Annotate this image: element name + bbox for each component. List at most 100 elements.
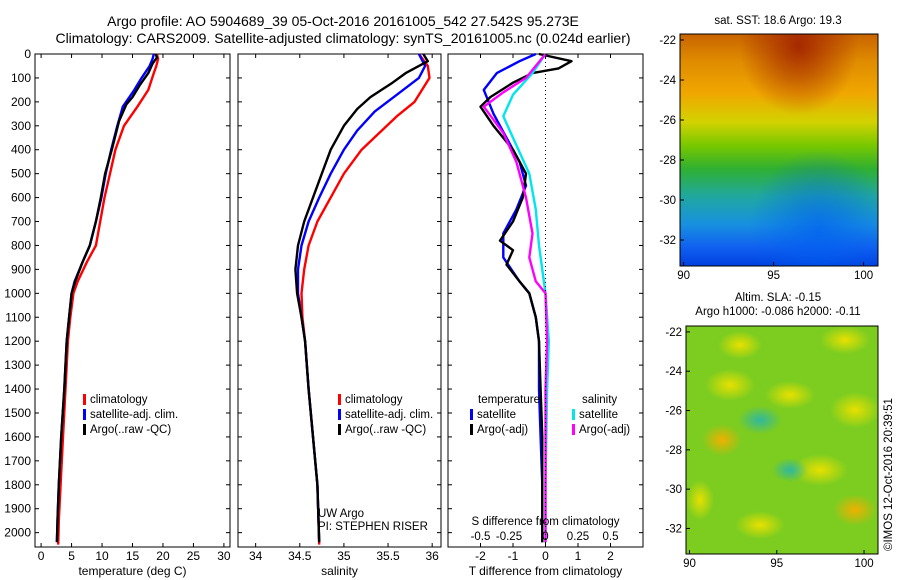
- y-tick-label: 100: [11, 71, 31, 85]
- map-y-tick-label: -28: [659, 155, 676, 167]
- salinity-panel: 34 34.5 35 35.5 36 salinity climatology satelli…: [237, 53, 442, 578]
- y-tick-label: 1000: [4, 286, 31, 300]
- y-tick-label: 1500: [4, 406, 31, 420]
- y-tick-label: 1700: [4, 454, 31, 468]
- y-tick-label: 700: [11, 215, 31, 229]
- map-y-tick-label: -24: [665, 366, 682, 378]
- map-y-tick-label: -22: [659, 35, 676, 47]
- map-y-tick-label: -30: [659, 195, 676, 207]
- legend-swatch: [572, 409, 575, 420]
- x-tick-label: -1: [508, 549, 519, 563]
- legend-swatch: [83, 409, 86, 420]
- legend-header: salinity: [582, 394, 617, 406]
- footer-stamp: ©IMOS 12-Oct-2016 20:39:51: [883, 398, 895, 551]
- header-line-2: Climatology: CARS2009. Satellite-adjuste…: [55, 30, 630, 46]
- sla-map-blob: [772, 458, 808, 482]
- sla-map-title: Altim. SLA: -0.15: [735, 292, 821, 304]
- sst-map-frame: [679, 33, 879, 267]
- map-x-tick-label: 100: [854, 558, 873, 570]
- map-y-tick-label: -22: [665, 327, 682, 339]
- map-y-tick-label: -30: [665, 484, 682, 496]
- sst-map-blue-spot: [680, 34, 878, 266]
- x-tick-label: 2: [607, 549, 614, 563]
- legend-swatch: [83, 424, 86, 435]
- sst-map: sat. SST: 18.6 Argo: 19.3: [679, 15, 879, 267]
- legend-header: temperature: [478, 394, 540, 406]
- y-tick-label: 900: [11, 262, 31, 276]
- salinity-frame: [237, 53, 442, 548]
- x-tick-label: 36: [425, 549, 439, 563]
- sla-map-axes: 90 95 100 -22 -24 -26 -28 -30 -32: [665, 327, 873, 570]
- map-y-tick-label: -24: [659, 75, 676, 87]
- temperature-series-2: [55, 53, 159, 543]
- differences-series-3: [482, 53, 549, 543]
- differences-series-0: [482, 52, 544, 543]
- y-tick-label: 400: [11, 143, 31, 157]
- legend-swatch: [338, 409, 341, 420]
- profile-panels: 0100200300400500600700800900100011001200…: [4, 47, 644, 578]
- differences-panel: -2 -1 0 1 2T difference from climatology S di…: [447, 52, 644, 578]
- x-tick-label: 1: [575, 549, 582, 563]
- x-tick-label: 35.5: [376, 549, 400, 563]
- annotation-text: UW Argo: [318, 508, 364, 520]
- sla-map-blob: [820, 326, 870, 354]
- sla-map-blob: [718, 331, 762, 359]
- sla-map-frame: [685, 325, 879, 555]
- y-tick-label: 500: [11, 167, 31, 181]
- x-tick-label: 15: [126, 549, 140, 563]
- header-line-1: Argo profile: AO 5904689_39 05-Oct-2016 …: [107, 13, 579, 29]
- sla-map-blob: [686, 480, 714, 520]
- map-x-tick-label: 90: [683, 558, 696, 570]
- sla-map-blob: [735, 511, 785, 539]
- s-tick-label: 0.25: [567, 531, 589, 543]
- s-axis-label: S difference from climatology: [471, 516, 619, 528]
- y-tick-label: 0: [24, 47, 31, 61]
- map-y-tick-label: -28: [665, 445, 682, 457]
- legend-label: Argo(..raw -QC): [90, 424, 171, 436]
- y-tick-label: 1900: [4, 502, 31, 516]
- sst-map-title: sat. SST: 18.6 Argo: 19.3: [714, 15, 841, 27]
- legend-swatch: [83, 394, 86, 405]
- x-tick-label: 30: [217, 549, 231, 563]
- s-tick-label: -0.5: [471, 531, 491, 543]
- legend-label: Argo(..raw -QC): [345, 424, 426, 436]
- x-tick-label: 10: [95, 549, 109, 563]
- x-tick-label: 0: [38, 549, 45, 563]
- sla-map-subtitle: Argo h1000: -0.086 h2000: -0.11: [695, 306, 860, 318]
- x-tick-label: 35: [337, 549, 351, 563]
- x-tick-label: 20: [156, 549, 170, 563]
- y-tick-label: 1600: [4, 430, 31, 444]
- y-tick-label: 1300: [4, 358, 31, 372]
- y-tick-label: 2000: [4, 526, 31, 540]
- temperature-frame: [34, 53, 231, 548]
- sst-map-axes: 90 95 100 -22 -24 -26 -28 -30 -32: [659, 35, 873, 282]
- s-tick-label: -0.25: [496, 531, 522, 543]
- legend-swatch: [470, 424, 473, 435]
- sla-map-blob: [792, 454, 848, 486]
- maps: sat. SST: 18.6 Argo: 19.3 Altim. SLA: -0…: [659, 15, 895, 570]
- legend-swatch: [470, 409, 473, 420]
- s-tick-label: 0.5: [603, 531, 619, 543]
- differences-xlabel: T difference from climatology: [469, 564, 623, 578]
- y-tick-label: 1200: [4, 334, 31, 348]
- temperature-xlabel: temperature (deg C): [78, 564, 186, 578]
- legend-label: satellite: [477, 409, 516, 421]
- legend-label: Argo(-adj): [579, 424, 630, 436]
- sla-map-blob: [705, 369, 755, 401]
- map-y-tick-label: -26: [665, 406, 682, 418]
- x-tick-label: 34.5: [288, 549, 312, 563]
- differences-series-2: [502, 53, 550, 543]
- salinity-xlabel: salinity: [321, 564, 358, 578]
- map-x-tick-label: 100: [854, 270, 873, 282]
- sla-map-blob: [765, 381, 815, 409]
- sla-map-blob: [833, 494, 877, 526]
- y-tick-label: 1800: [4, 478, 31, 492]
- legend-label: satellite-adj. clim.: [345, 409, 433, 421]
- sla-map: Altim. SLA: -0.15 Argo h1000: -0.086 h20…: [685, 292, 880, 555]
- x-tick-label: -2: [475, 549, 486, 563]
- legend-swatch: [338, 394, 341, 405]
- map-x-tick-label: 90: [677, 270, 690, 282]
- y-tick-label: 1100: [5, 310, 31, 324]
- annotation-text: PI: STEPHEN RISER: [318, 521, 428, 533]
